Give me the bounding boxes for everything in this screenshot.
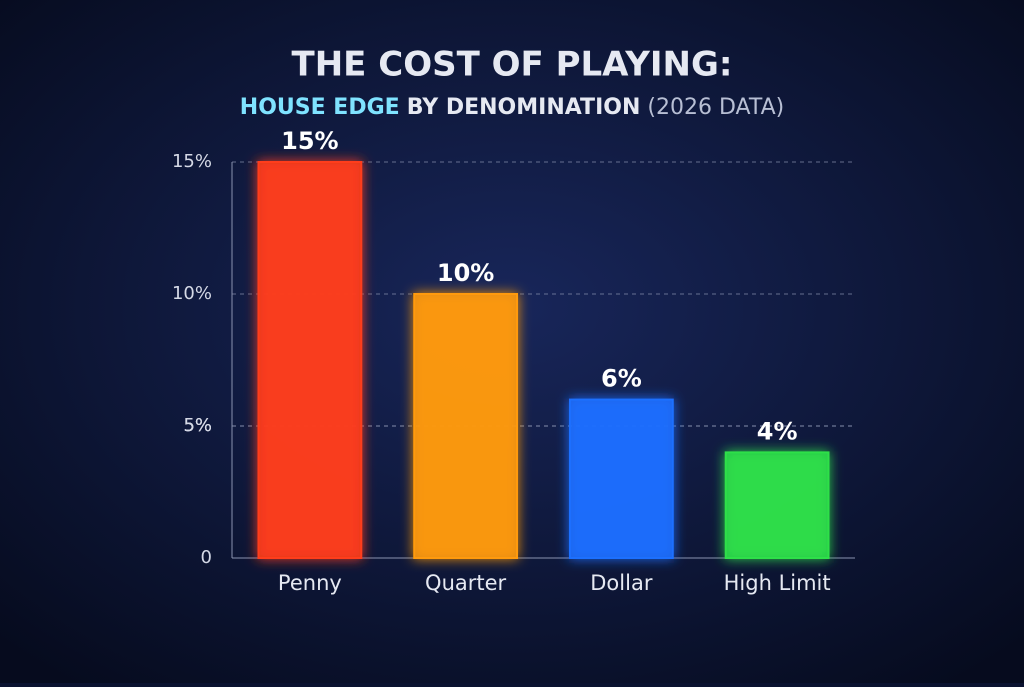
bar [413,293,519,559]
x-tick-label: High Limit [724,571,831,595]
bar [568,398,674,559]
x-tick-label: Penny [278,571,342,595]
y-tick-label: 10% [172,283,212,304]
chart-title: THE COST OF PLAYING: [292,45,733,85]
y-tick-label: 5% [183,415,212,436]
value-label: 4% [757,417,798,445]
subtitle-highlight: HOUSE EDGE [240,95,400,120]
y-tick-label: 15% [172,151,212,172]
value-label: 10% [437,259,494,287]
subtitle-note: (2026 DATA) [647,95,784,120]
y-tick-label: 5% [183,415,212,436]
value-label: 6% [601,365,642,393]
y-tick-label: 0 [201,547,212,568]
chart-subtitle: HOUSE EDGE BY DENOMINATION (2026 DATA) [240,95,784,120]
x-tick-label: Quarter [425,571,506,595]
bar [257,161,363,559]
subtitle-main: BY DENOMINATION [407,95,641,120]
y-tick-label: 5% [183,415,212,436]
x-tick-label: Dollar [590,571,653,595]
bar [724,451,830,559]
value-label: 15% [281,127,338,155]
